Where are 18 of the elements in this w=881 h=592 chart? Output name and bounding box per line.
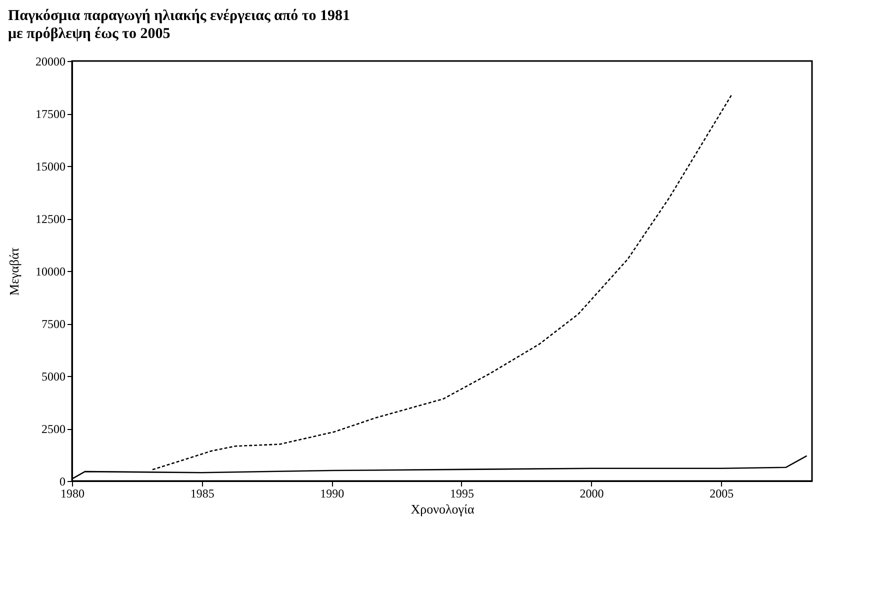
y-tick-label: 17500 xyxy=(36,107,66,121)
y-tick-label: 7500 xyxy=(42,317,66,331)
x-tick-label: 1990 xyxy=(320,486,344,500)
x-axis-title: Χρονολογία xyxy=(410,502,474,516)
y-tick-label: 5000 xyxy=(42,370,66,384)
y-tick-label: 2500 xyxy=(42,422,66,436)
y-tick-label: 15000 xyxy=(36,160,66,174)
x-tick-label: 1995 xyxy=(450,486,474,500)
x-tick-label: 2000 xyxy=(580,486,604,500)
chart-title: Παγκόσμια παραγωγή ηλιακής ενέργειας από το 1981 με πρόβλεψη έως το 2005 xyxy=(8,8,350,42)
y-tick-label: 0 xyxy=(60,474,66,488)
y-tick-label: 20000 xyxy=(36,54,66,68)
x-tick-label: 1980 xyxy=(60,486,84,500)
y-tick-label: 12500 xyxy=(36,212,66,226)
x-tick-label: 2005 xyxy=(710,486,734,500)
x-tick-label: 1985 xyxy=(190,486,214,500)
y-axis-title: Μεγαβάτ xyxy=(6,247,22,296)
y-tick-label: 10000 xyxy=(36,264,66,278)
